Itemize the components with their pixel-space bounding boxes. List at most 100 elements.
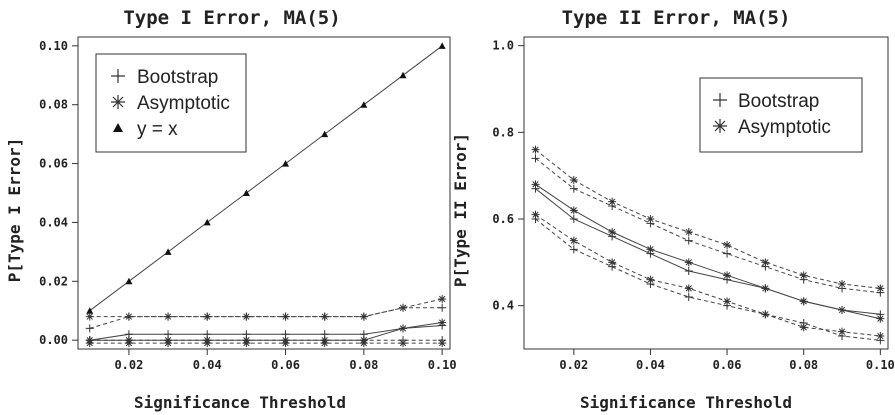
plus-dashed-series [531, 215, 885, 345]
legend-label: Asymptotic [137, 93, 230, 114]
asterisk-marker [203, 312, 212, 321]
y-tick-label: 0.10 [39, 39, 68, 53]
plus-marker [684, 267, 693, 275]
triangle-marker [360, 101, 368, 108]
plus-marker [438, 303, 447, 312]
asterisk-marker [646, 215, 655, 223]
y-tick-label: 0.04 [39, 215, 68, 229]
asterisk-marker [838, 327, 847, 336]
legend-box [95, 53, 247, 153]
asterisk-marker [438, 294, 447, 303]
series-line [89, 322, 443, 341]
legend-box [699, 77, 863, 153]
asterisk-marker [531, 180, 540, 189]
triangle-marker [125, 277, 133, 285]
x-tick-label: 0.06 [713, 358, 742, 372]
asterisk-marker [723, 297, 732, 306]
triangle-marker [203, 218, 211, 226]
plus-marker [684, 236, 693, 245]
y-axis-label: P[Type I Error] [5, 138, 24, 283]
asterisk-marker [124, 339, 133, 348]
asterisk-marker [569, 176, 578, 184]
asterisk-marker [531, 210, 540, 219]
series-line [535, 218, 881, 341]
triangle-marker [438, 42, 446, 49]
asterisk-marker [608, 197, 617, 206]
asterisk-marker [203, 339, 212, 348]
x-tick-label: 0.10 [866, 358, 895, 372]
asterisk-marker [876, 284, 885, 293]
x-tick-label: 0.02 [559, 358, 588, 372]
plus-marker [569, 245, 578, 254]
asterisk-marker [281, 312, 290, 321]
plus-solid-series [85, 321, 447, 345]
y-tick-label: 0.4 [492, 299, 514, 313]
asterisk-marker [359, 339, 368, 348]
asterisk-marker [723, 241, 732, 249]
chart-title: Type I Error, MA(5) [123, 7, 340, 29]
triangle-marker [282, 160, 290, 167]
triangle-marker [86, 307, 94, 314]
asterisk-marker [399, 339, 408, 348]
asterisk-marker [684, 228, 693, 236]
x-axis-label: Significance Threshold [134, 393, 346, 412]
asterisk-marker [399, 303, 408, 312]
plus-solid-series [531, 184, 885, 319]
y-axis-label: P[Type II Error] [451, 133, 470, 287]
asterisk-marker [111, 95, 125, 109]
triangle-marker [242, 189, 250, 196]
asterisk-dashed-series [85, 339, 447, 348]
y-tick-label: 0.8 [492, 125, 514, 139]
asterisk-marker [85, 339, 94, 348]
asterisk-marker [646, 245, 655, 254]
triangle-marker [399, 71, 407, 79]
asterisk-marker [399, 324, 408, 333]
asterisk-marker [646, 275, 655, 284]
asterisk-marker [164, 312, 173, 321]
asterisk-marker [438, 339, 447, 348]
asterisk-marker [608, 228, 617, 236]
legend-item: Asymptotic [111, 93, 230, 114]
plus-marker [723, 249, 732, 258]
plus-dashed-series [85, 303, 447, 333]
x-tick-label: 0.08 [789, 358, 818, 372]
series-line [535, 214, 881, 337]
type-i-error-chart: Type I Error, MA(5) Significance Thresho… [5, 7, 457, 412]
plus-marker [713, 93, 727, 107]
series-line [535, 183, 881, 320]
series-line [89, 45, 443, 312]
asterisk-marker [838, 306, 847, 314]
x-tick-label: 0.04 [636, 358, 665, 372]
asterisk-marker [320, 339, 329, 348]
legend: Bootstrap Asymptotic [699, 77, 863, 153]
series-line [535, 157, 881, 294]
asterisk-marker [281, 339, 290, 348]
triangle-marker [113, 123, 123, 132]
plus-marker [111, 69, 125, 83]
asterisk-marker [569, 236, 578, 245]
asterisk-marker [242, 339, 251, 348]
y-x-series [86, 42, 446, 314]
asterisk-solid-series [531, 180, 885, 323]
plot-frame [77, 36, 451, 350]
series-line [89, 298, 443, 318]
legend-item: Bootstrap [111, 67, 218, 88]
y-tick-label: 0.06 [39, 157, 68, 171]
asterisk-marker [684, 284, 693, 293]
plus-marker [531, 154, 540, 163]
asterisk-dashed-series [531, 210, 885, 340]
plus-marker [85, 324, 94, 333]
triangle-marker [321, 130, 329, 138]
legend-label: Asymptotic [738, 117, 831, 138]
x-tick-label: 0.08 [349, 358, 378, 372]
y-tick-label: 0.00 [39, 333, 68, 347]
asterisk-marker [761, 310, 770, 319]
asterisk-marker [164, 339, 173, 348]
asterisk-marker [713, 119, 727, 133]
asterisk-marker [608, 258, 617, 267]
legend-item: Asymptotic [713, 117, 831, 138]
asterisk-dashed-series [531, 145, 885, 293]
asterisk-marker [799, 297, 808, 306]
y-tick-label: 1.0 [492, 39, 514, 53]
